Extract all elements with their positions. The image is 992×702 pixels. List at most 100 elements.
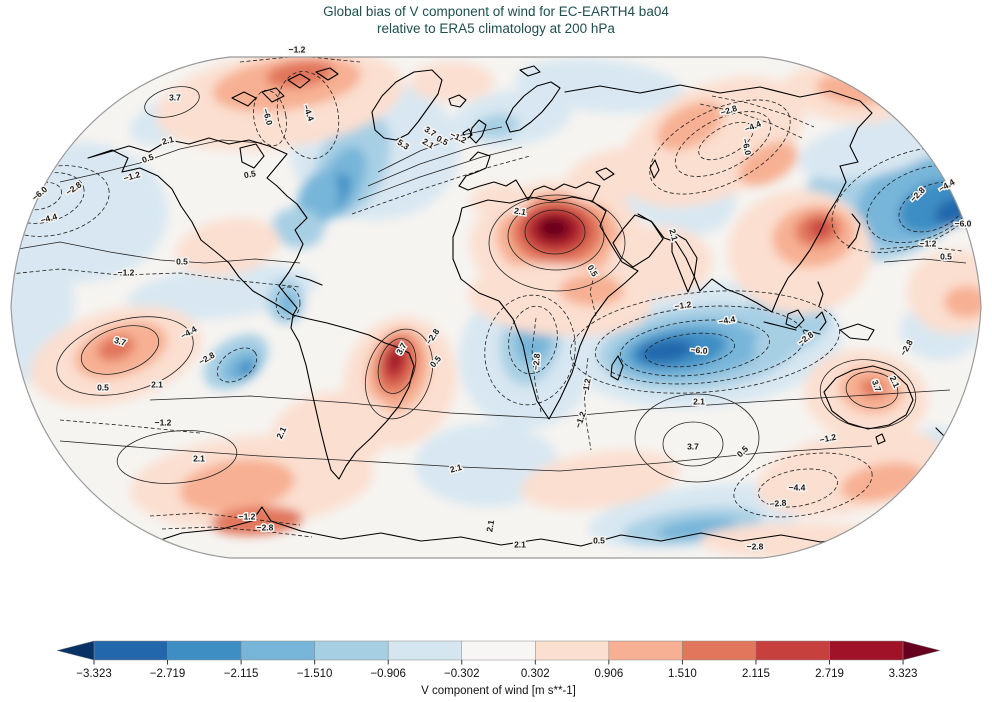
contour-ring — [845, 371, 899, 409]
coast-europe-south — [458, 151, 601, 203]
coast-japan — [847, 213, 861, 249]
contour-ring — [508, 305, 558, 375]
contour-line — [377, 126, 503, 173]
title-line-2: relative to ERA5 climatology at 200 hPa — [377, 21, 615, 36]
anomaly-blob — [179, 459, 295, 513]
colorbar-tick-label: −2.115 — [224, 668, 259, 680]
colorbar-axis-label: V component of wind [m s**-1] — [421, 685, 576, 697]
contour-line — [583, 357, 592, 451]
contour-ring — [216, 347, 258, 383]
contour-ring — [634, 393, 760, 483]
contour-ring — [758, 468, 838, 508]
contour-line — [59, 139, 263, 183]
colorbar-segment — [682, 640, 757, 661]
contour-line — [879, 245, 963, 252]
contour-label: −2.8 — [769, 498, 787, 509]
colorbar-under-arrow — [56, 640, 95, 661]
coast-arctic-islands — [59, 67, 339, 107]
contour-label: 2.1 — [484, 519, 496, 533]
colorbar-segment — [608, 640, 683, 661]
colorbar-segment — [755, 640, 830, 661]
anomaly-blob — [279, 292, 297, 316]
contour-label: 3.7 — [113, 335, 127, 348]
contour-ring — [484, 294, 576, 406]
coast-philippines — [817, 281, 824, 307]
contour-line — [59, 440, 873, 472]
contour-line — [883, 258, 967, 264]
contour-line — [351, 155, 531, 215]
coast-iceland — [448, 94, 467, 108]
colorbar-tick-label: −2.719 — [150, 668, 186, 680]
contour-label: 2.1 — [667, 228, 680, 242]
coastlines-layer — [59, 65, 953, 547]
contour-label: −1.2 — [674, 299, 692, 311]
colorbar-group: −3.323 −2.719 −2.115 −1.510 −0.906 −0.302 0.30… — [56, 640, 941, 697]
contour-label: 3.7 — [687, 441, 699, 451]
contour-ring — [365, 328, 433, 420]
contour-label: 0.5 — [940, 251, 952, 261]
contour-label: −1.2 — [580, 377, 593, 396]
contour-line — [239, 57, 361, 63]
contour-label: 0.5 — [243, 168, 257, 180]
anomaly-blob — [753, 306, 831, 360]
anomaly-blob — [656, 101, 724, 151]
contour-ring — [662, 421, 724, 467]
anomaly-blob — [560, 274, 624, 306]
anomaly-blob — [540, 218, 568, 238]
anomaly-blob — [608, 226, 712, 298]
colorbar-tick-label: −0.906 — [370, 668, 406, 680]
colorbar-segment — [167, 640, 242, 661]
coast-india — [671, 231, 698, 293]
colorbar-tick-label: −3.323 — [76, 668, 112, 680]
contour-ring — [144, 86, 200, 118]
colorbar-tick-label: −1.510 — [297, 668, 333, 680]
contour-line — [11, 268, 301, 288]
contour-ring — [11, 165, 110, 237]
contour-line — [357, 146, 523, 201]
contour-ring — [594, 305, 806, 385]
contour-label: −4.4 — [789, 482, 806, 492]
contour-label: −2.8 — [747, 541, 764, 551]
coast-svalbard — [519, 65, 541, 77]
coast-indonesia — [763, 309, 875, 341]
contour-ring — [831, 147, 981, 253]
world-map: 3.72.10.5−1.2−6.0 −2.8−4.40.5−1.2−6.0 −4.4… — [10, 43, 982, 559]
anomaly-blob — [272, 207, 324, 249]
anomaly-blob — [237, 360, 257, 378]
coast-arabia — [612, 214, 664, 268]
colorbar-segment — [829, 640, 904, 661]
contour-line — [59, 419, 201, 434]
anomaly-blob — [565, 147, 659, 205]
contour-ring — [276, 71, 340, 159]
contour-ring — [644, 332, 736, 368]
contour-ring — [524, 209, 586, 255]
colorbar-tick-label: 0.302 — [521, 668, 550, 680]
coast-caspian-black-sea — [595, 159, 660, 181]
contour-label: 2.1 — [151, 379, 163, 389]
coast-caribbean — [295, 275, 323, 286]
colorbar-segment — [535, 640, 610, 661]
anomaly-blob — [11, 215, 74, 385]
colorbar-segment — [314, 640, 389, 661]
coast-south-america — [290, 314, 415, 480]
coast-eurasia — [564, 84, 873, 313]
contour-label: 2.1 — [161, 134, 175, 147]
contour-ring — [56, 316, 194, 396]
colorbar-segment — [240, 640, 315, 661]
contour-label: −6.0 — [690, 345, 708, 356]
coast-north-america — [87, 137, 308, 316]
map-outline — [10, 56, 982, 559]
anomaly-blob — [176, 217, 280, 277]
anomaly-shading-layer — [11, 57, 981, 558]
colorbar-segment — [387, 640, 463, 661]
coast-madagascar — [610, 355, 624, 381]
contour-label: −4.4 — [718, 314, 737, 327]
contour-ring — [649, 99, 791, 195]
anomaly-blob — [211, 506, 303, 536]
contour-label: −1.2 — [155, 417, 172, 427]
contour-label: −6.0 — [955, 218, 972, 228]
coast-uk-ireland — [462, 119, 487, 144]
colorbar-tick-label: 3.323 — [889, 668, 918, 680]
contour-line — [531, 317, 542, 413]
contour-label: 3.7 — [169, 92, 181, 102]
